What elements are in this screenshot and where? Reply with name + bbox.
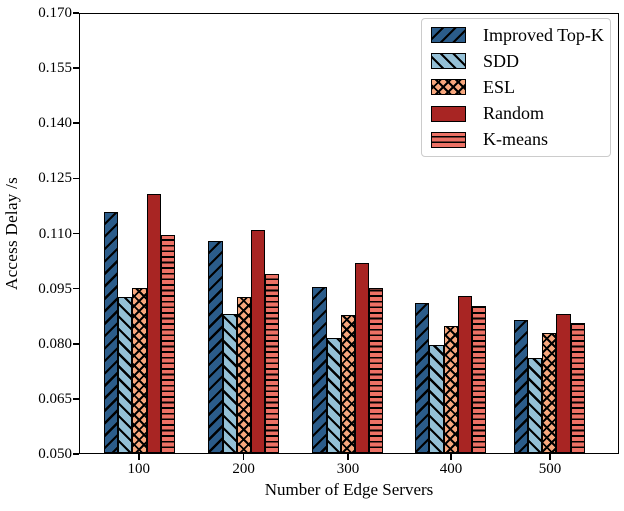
y-tick-label: 0.095 xyxy=(38,280,72,297)
y-tick-label: 0.110 xyxy=(38,225,72,242)
bar-improved-top-k-400 xyxy=(415,303,430,453)
bar-improved-top-k-500 xyxy=(513,320,528,453)
y-tick-label: 0.065 xyxy=(38,390,72,407)
x-tick-mark xyxy=(450,454,452,460)
bar-sdd-500 xyxy=(527,358,543,453)
bar-esl-500 xyxy=(542,333,557,453)
legend-label: K-means xyxy=(483,129,548,150)
legend-swatch-random xyxy=(431,105,466,122)
bar-esl-200 xyxy=(236,297,252,453)
y-tick-label: 0.170 xyxy=(38,5,72,21)
bar-group-500 xyxy=(513,14,585,453)
bar-random-200 xyxy=(251,229,266,453)
bar-sdd-100 xyxy=(118,297,133,453)
y-tick-mark xyxy=(73,287,79,290)
x-tick-mark xyxy=(347,454,349,460)
legend-item: Improved Top-K xyxy=(422,23,610,47)
y-tick-label: 0.155 xyxy=(38,60,72,77)
bar-esl-300 xyxy=(340,315,356,453)
legend-item: K-means xyxy=(422,128,610,152)
bar-sdd-400 xyxy=(429,345,444,453)
legend-item: Random xyxy=(422,102,610,126)
legend-swatch-k-means xyxy=(431,131,466,148)
x-tick-mark xyxy=(242,454,245,460)
bar-k-means-300 xyxy=(369,288,384,453)
x-tick-label: 100 xyxy=(127,461,151,477)
legend-item: SDD xyxy=(422,49,610,73)
bar-improved-top-k-300 xyxy=(312,286,327,453)
bar-random-500 xyxy=(556,313,571,453)
legend-label: SDD xyxy=(483,50,520,71)
y-tick-mark xyxy=(73,122,79,125)
legend-swatch-sdd xyxy=(431,53,466,70)
y-tick-label: 0.140 xyxy=(38,115,72,132)
legend-swatch-improved-top-k xyxy=(431,27,466,44)
legend-label: Random xyxy=(483,103,544,124)
legend-swatch-esl xyxy=(431,79,466,96)
bar-sdd-200 xyxy=(222,313,237,453)
y-tick-label: 0.050 xyxy=(38,446,72,462)
bar-random-400 xyxy=(457,296,472,453)
y-tick-mark xyxy=(73,67,79,69)
bar-k-means-500 xyxy=(570,322,585,453)
y-tick-mark xyxy=(73,453,79,455)
bar-group-100 xyxy=(104,14,176,453)
legend-label: Improved Top-K xyxy=(483,24,604,45)
x-axis-label: Number of Edge Servers xyxy=(264,480,434,499)
y-tick-label: 0.125 xyxy=(38,170,72,187)
bar-random-100 xyxy=(146,193,161,453)
x-tick-label: 300 xyxy=(336,461,360,477)
y-tick-mark xyxy=(73,12,79,14)
legend-item: ESL xyxy=(422,75,610,99)
bar-group-200 xyxy=(208,14,280,453)
bar-improved-top-k-200 xyxy=(208,240,223,453)
bar-sdd-300 xyxy=(326,338,341,453)
x-tick-mark xyxy=(549,454,551,460)
bar-k-means-200 xyxy=(265,274,280,453)
legend-label: ESL xyxy=(483,76,516,97)
x-tick-label: 200 xyxy=(232,461,255,477)
x-tick-label: 400 xyxy=(439,461,463,477)
bar-k-means-100 xyxy=(160,234,176,453)
bar-group-400 xyxy=(415,14,487,453)
bar-random-300 xyxy=(355,262,370,453)
bar-improved-top-k-100 xyxy=(104,211,119,453)
bar-group-300 xyxy=(312,14,384,453)
legend: Improved Top-K SDD ESL Random K-means xyxy=(421,18,611,157)
y-tick-mark xyxy=(73,398,79,400)
bar-esl-400 xyxy=(443,325,458,453)
x-tick-mark xyxy=(137,454,140,460)
bar-k-means-400 xyxy=(471,305,487,453)
y-tick-mark xyxy=(73,342,79,345)
bar-esl-100 xyxy=(132,287,147,453)
y-tick-mark xyxy=(73,232,79,235)
y-tick-label: 0.080 xyxy=(38,335,72,352)
y-tick-mark xyxy=(73,177,79,180)
x-tick-label: 500 xyxy=(538,461,562,477)
